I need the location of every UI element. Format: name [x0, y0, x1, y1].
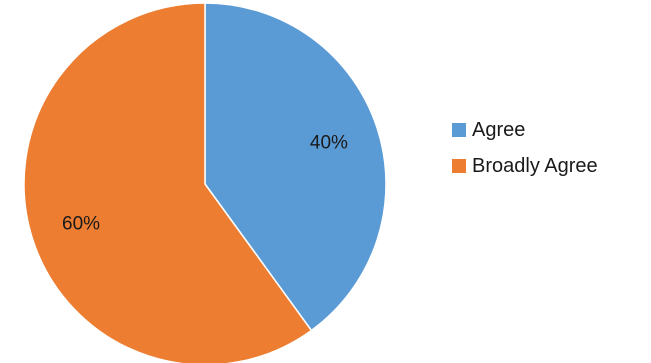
pie-data-labels: 40% 60%: [62, 133, 348, 235]
data-label-agree: 40%: [310, 133, 348, 154]
legend-item-agree: Agree: [452, 117, 598, 143]
pie-slice-broadly-agree: [23, 2, 313, 363]
pie-slice-agree: [204, 2, 387, 332]
legend-label-broadly-agree: Broadly Agree: [472, 154, 598, 177]
legend-swatch-agree: [452, 123, 466, 137]
legend: Agree Broadly Agree: [452, 117, 598, 189]
legend-item-broadly-agree: Broadly Agree: [452, 153, 598, 179]
legend-label-agree: Agree: [472, 118, 526, 141]
data-label-broadly-agree: 60%: [62, 213, 100, 234]
legend-swatch-broadly-agree: [452, 159, 466, 173]
pie-slices: [23, 2, 387, 363]
